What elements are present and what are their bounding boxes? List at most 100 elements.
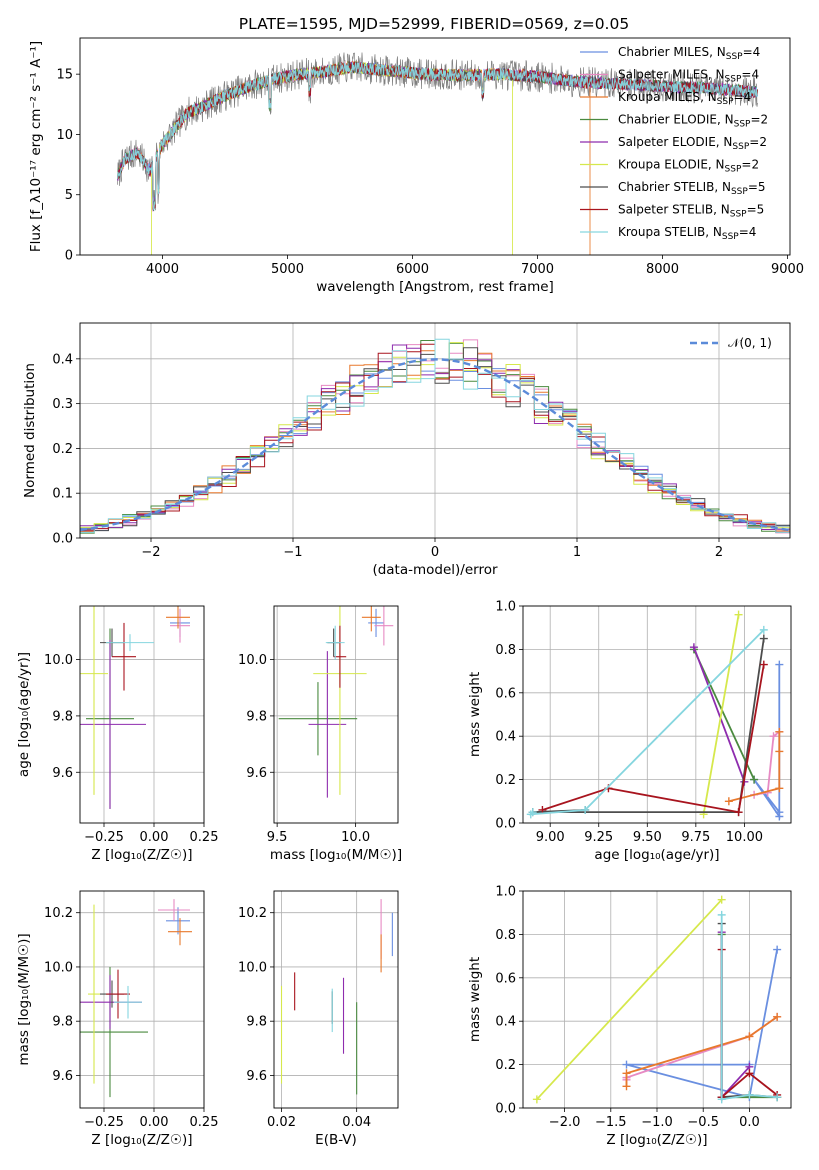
weight-marker — [773, 1093, 782, 1102]
legend-entry: Kroupa MILES, NSSP=4 — [618, 90, 751, 107]
weight-marker — [689, 643, 698, 652]
legend-entry: Kroupa STELIB, NSSP=4 — [618, 225, 756, 242]
legend-separator: , N — [700, 90, 717, 104]
x-axis-label: wavelength [Angstrom, rest frame] — [316, 279, 554, 295]
x-tick-label: 2 — [715, 545, 723, 560]
legend-subscript: SSP — [731, 187, 748, 197]
age-weight-panel: 9.00 9.25 9.50 9.75 10.00 0.0 0.2 0.4 0.6 0.8 1.0 a… — [467, 600, 792, 863]
y-tick-label: 9.6 — [246, 1069, 267, 1084]
legend-nssp-value: 2 — [761, 113, 769, 127]
legend-subscript: SSP — [730, 210, 747, 220]
x-tick-label: −1 — [283, 545, 302, 560]
y-tick-label: 0.2 — [495, 1058, 516, 1073]
legend-separator: , N — [717, 113, 734, 127]
legend-equals: = — [748, 180, 758, 194]
x-tick-label: 0.00 — [140, 830, 169, 845]
legend-nssp-value: 4 — [751, 68, 759, 82]
y-tick-label: 1.0 — [495, 885, 516, 900]
weight-marker — [717, 1095, 726, 1104]
weight-line — [532, 638, 765, 813]
y-tick-label: 0.8 — [495, 928, 516, 943]
y-tick-label: 9.8 — [246, 1015, 267, 1030]
x-tick-label: 0.00 — [140, 1115, 169, 1130]
legend-entry: Salpeter STELIB, NSSP=5 — [618, 203, 764, 220]
y-tick-label: 9.6 — [52, 766, 73, 781]
model-spectrum-line — [151, 60, 513, 255]
x-tick-label: 9.5 — [267, 830, 288, 845]
y-tick-label: 5 — [65, 188, 73, 203]
legend-subscript: SSP — [726, 52, 743, 62]
x-axis-label: Z [log₁₀(Z/Z☉)] — [91, 847, 192, 863]
axes-frame — [522, 890, 792, 1109]
y-tick-label: 0.4 — [52, 352, 73, 367]
x-tick-label: 9.50 — [633, 830, 662, 845]
weight-marker — [750, 775, 759, 784]
x-tick-label: −2.0 — [549, 1115, 581, 1130]
y-tick-label: 10.0 — [44, 653, 73, 668]
x-tick-label: 10.00 — [726, 830, 763, 845]
y-tick-label: 9.8 — [52, 1015, 73, 1030]
legend-series-name: Chabrier MILES — [618, 45, 709, 59]
x-tick-label: 10.0 — [341, 830, 370, 845]
y-tick-label: 0.4 — [495, 1015, 516, 1030]
x-axis-label: Z [log₁₀(Z/Z☉)] — [606, 1132, 707, 1148]
weight-marker — [775, 660, 784, 669]
axes-frame — [273, 890, 399, 1109]
legend-subscript: SSP — [732, 142, 749, 152]
x-tick-label: 8000 — [646, 262, 679, 277]
y-tick-label: 9.6 — [52, 1069, 73, 1084]
legend-equals: = — [741, 68, 751, 82]
axes-frame — [79, 890, 205, 1109]
legend-nssp-value: 2 — [759, 135, 767, 149]
weight-line — [720, 932, 751, 1100]
plot-area-mass_age — [278, 606, 394, 798]
legend-series-name: Chabrier ELODIE — [618, 113, 717, 127]
x-tick-label: 0.25 — [190, 830, 219, 845]
plot-area-residuals — [80, 338, 790, 538]
legend-entry: Salpeter ELODIE, NSSP=2 — [618, 135, 767, 152]
y-tick-label: 0.4 — [495, 730, 516, 745]
legend-nssp-value: 4 — [749, 225, 757, 239]
weight-marker — [773, 945, 782, 954]
weight-marker — [717, 895, 726, 904]
x-axis-label: Z [log₁₀(Z/Z☉)] — [91, 1132, 192, 1148]
metallicity-mass-panel: −0.25 0.00 0.25 9.6 9.8 10.0 10.2 Z [log₁₀(Z/Z☉… — [16, 890, 219, 1148]
mass-age-panel: 9.5 10.0 9.6 9.8 10.0 mass [log₁₀(M/M☉)] — [238, 605, 402, 863]
weight-line — [702, 614, 740, 815]
weight-marker — [622, 1069, 631, 1078]
weight-marker — [745, 1090, 754, 1099]
legend-equals: = — [750, 113, 760, 127]
y-axis-label: mass [log₁₀(M/M☉)] — [16, 933, 32, 1065]
legend-entry: Kroupa ELODIE, NSSP=2 — [618, 158, 759, 175]
y-axis-label: Normed distribution — [22, 363, 38, 498]
legend-separator: , N — [705, 225, 722, 239]
x-axis-label: age [log₁₀(age/yr)] — [594, 847, 719, 863]
legend-separator: , N — [708, 158, 725, 172]
legend-separator: , N — [708, 68, 725, 82]
weight-marker — [734, 610, 743, 619]
weight-line — [536, 899, 723, 1100]
weight-marker — [769, 732, 778, 741]
weight-marker — [724, 797, 733, 806]
y-tick-label: 1.0 — [495, 600, 516, 615]
x-tick-label: 9.75 — [681, 830, 710, 845]
y-tick-label: 0.2 — [52, 442, 73, 457]
weight-marker — [745, 1069, 754, 1078]
y-axis-label: mass weight — [467, 672, 483, 757]
axes-frame — [273, 605, 399, 824]
x-tick-label: 0.25 — [190, 1115, 219, 1130]
model-spectrum-line — [117, 61, 758, 212]
y-axis-label: age [log₁₀(age/yr)] — [16, 652, 32, 777]
legend-separator: , N — [709, 45, 726, 59]
legend-subscript: SSP — [725, 75, 742, 85]
figure-title: PLATE=1595, MJD=52999, FIBERID=0569, z=0… — [239, 15, 629, 33]
residual-histogram — [80, 338, 790, 538]
y-tick-label: 10.2 — [238, 906, 267, 921]
legend-series-name: Salpeter ELODIE — [618, 135, 716, 149]
weight-line — [528, 629, 765, 816]
x-tick-label: 9000 — [771, 262, 804, 277]
legend-subscript: SSP — [722, 232, 739, 242]
legend-equals: = — [743, 45, 753, 59]
legend-equals: = — [739, 225, 749, 239]
y-tick-label: 0.6 — [495, 686, 516, 701]
